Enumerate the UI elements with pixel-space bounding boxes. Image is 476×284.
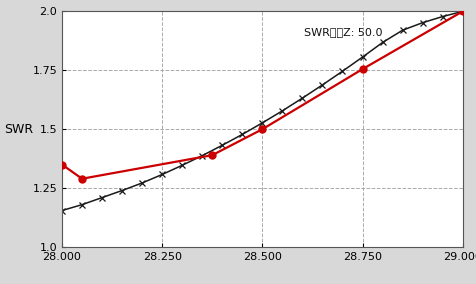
Text: SWR基準Z: 50.0: SWR基準Z: 50.0: [304, 27, 382, 37]
Y-axis label: SWR: SWR: [4, 123, 33, 136]
